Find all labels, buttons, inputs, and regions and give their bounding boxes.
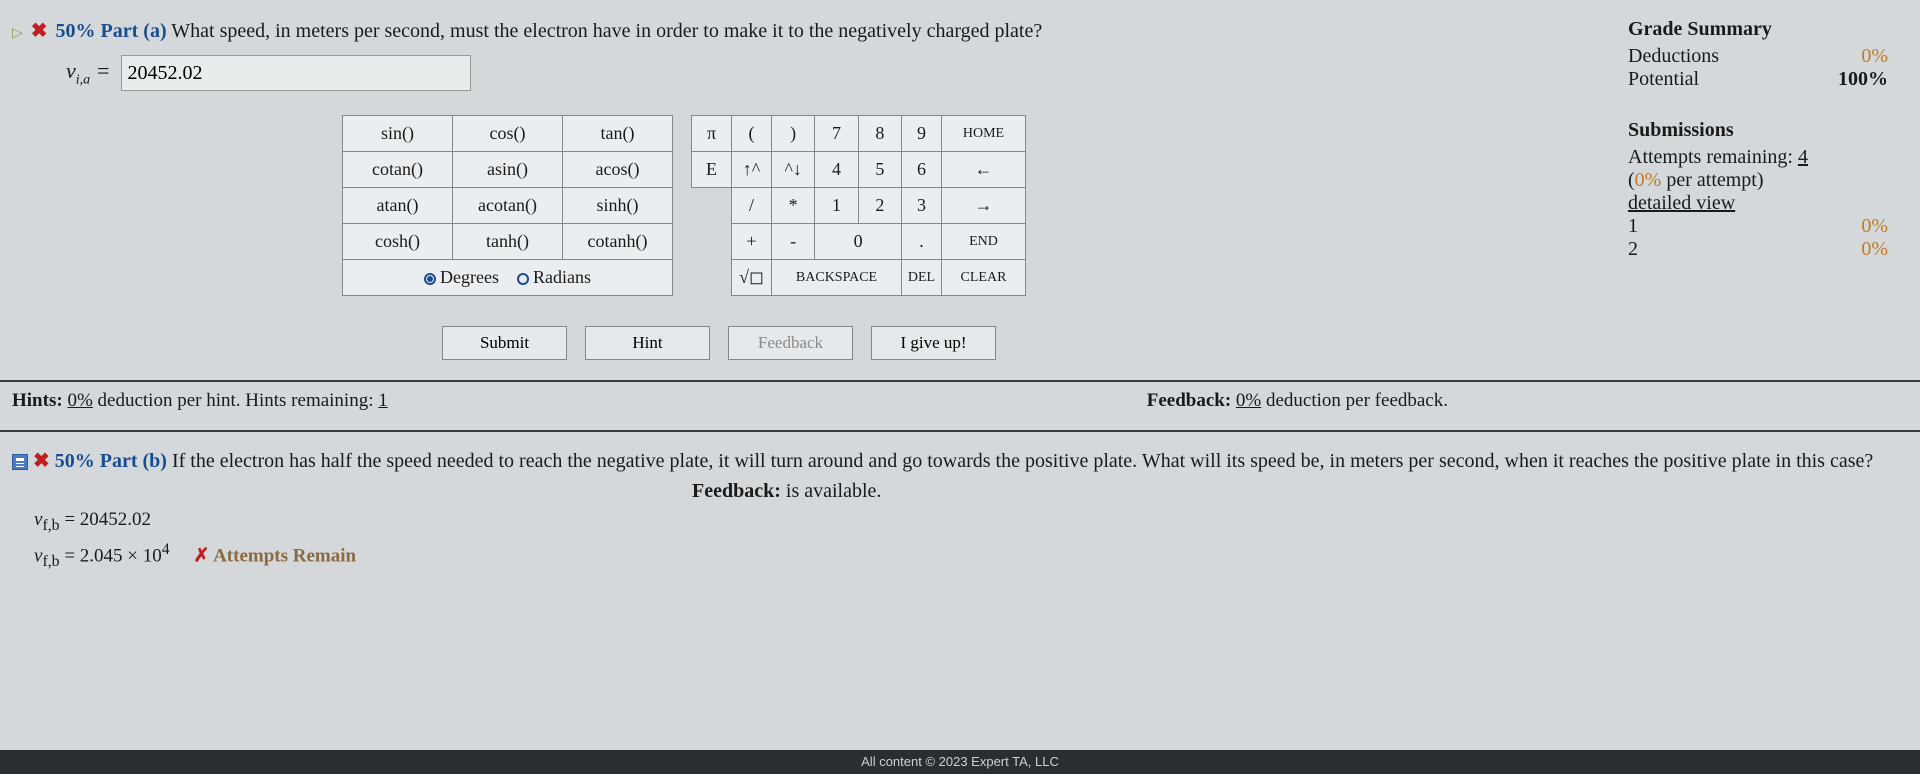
- per-attempt: (0% per attempt): [1628, 169, 1888, 192]
- grade-summary: Grade Summary Deductions 0% Potential 100%: [1628, 18, 1888, 91]
- part-a-header: ▷ ✖ 50% Part (a) What speed, in meters p…: [12, 18, 1628, 43]
- key-clear[interactable]: CLEAR: [942, 260, 1026, 296]
- feedback-available: Feedback: is available.: [692, 476, 881, 506]
- hints-remaining-link[interactable]: 1: [378, 390, 388, 411]
- key-asin[interactable]: asin(): [453, 152, 563, 188]
- deductions-label: Deductions: [1628, 45, 1719, 68]
- footer: All content © 2023 Expert TA, LLC: [0, 750, 1920, 774]
- key-atan[interactable]: atan(): [343, 188, 453, 224]
- key-6[interactable]: 6: [902, 152, 942, 188]
- part-b-question: If the electron has half the speed neede…: [172, 450, 1873, 472]
- key-blank: [692, 224, 732, 260]
- degrees-radio[interactable]: Degrees: [424, 267, 499, 287]
- key-tanh[interactable]: tanh(): [453, 224, 563, 260]
- key-end[interactable]: END: [942, 224, 1026, 260]
- key-pi[interactable]: π: [692, 116, 732, 152]
- vfb-line-2: vf,b = 2.045 × 104 ✗ Attempts Remain: [34, 538, 1908, 574]
- potential-value: 100%: [1838, 68, 1888, 91]
- answer-input[interactable]: [121, 55, 471, 91]
- key-del[interactable]: DEL: [902, 260, 942, 296]
- vfb-line-1: vf,b = 20452.02: [34, 506, 1908, 538]
- key-2[interactable]: 2: [858, 188, 901, 224]
- key-9[interactable]: 9: [902, 116, 942, 152]
- part-a-percent: 50% Part (a): [56, 20, 167, 42]
- submissions-block: Submissions Attempts remaining: 4 (0% pe…: [1628, 119, 1888, 261]
- key-cosh[interactable]: cosh(): [343, 224, 453, 260]
- key-5[interactable]: 5: [858, 152, 901, 188]
- key-left[interactable]: ←: [942, 152, 1026, 188]
- key-right[interactable]: →: [942, 188, 1026, 224]
- key-7[interactable]: 7: [815, 116, 858, 152]
- key-sqrt[interactable]: √◻: [732, 260, 772, 296]
- key-cotanh[interactable]: cotanh(): [563, 224, 673, 260]
- key-div[interactable]: /: [732, 188, 772, 224]
- key-tan[interactable]: tan(): [563, 116, 673, 152]
- angle-mode-row: Degrees Radians: [343, 260, 673, 296]
- key-lparen[interactable]: (: [732, 116, 772, 152]
- attempt-num: 2: [1628, 238, 1638, 261]
- key-3[interactable]: 3: [902, 188, 942, 224]
- attempt-val: 0%: [1861, 215, 1888, 238]
- wrong-icon: ✖: [33, 450, 50, 472]
- attempts-remain-text: Attempts Remain: [209, 545, 356, 566]
- key-cotan[interactable]: cotan(): [343, 152, 453, 188]
- key-sin[interactable]: sin(): [343, 116, 453, 152]
- key-plus[interactable]: +: [732, 224, 772, 260]
- key-acos[interactable]: acos(): [563, 152, 673, 188]
- radians-radio[interactable]: Radians: [517, 267, 591, 287]
- number-keypad: π ( ) 7 8 9 HOME E ↑^ ^↓ 4 5 6: [691, 115, 1026, 296]
- submissions-title: Submissions: [1628, 119, 1888, 142]
- key-minus[interactable]: -: [772, 224, 815, 260]
- attempts-label: Attempts remaining:: [1628, 146, 1793, 168]
- key-4[interactable]: 4: [815, 152, 858, 188]
- potential-label: Potential: [1628, 68, 1699, 91]
- detailed-view-link[interactable]: detailed view: [1628, 192, 1888, 215]
- deductions-value: 0%: [1861, 45, 1888, 68]
- calculator-icon[interactable]: [12, 454, 28, 470]
- part-a-question: What speed, in meters per second, must t…: [171, 20, 1042, 42]
- key-E[interactable]: E: [692, 152, 732, 188]
- x-icon: ✗: [193, 545, 209, 566]
- key-rparen[interactable]: ): [772, 116, 815, 152]
- key-8[interactable]: 8: [858, 116, 901, 152]
- key-sub[interactable]: ^↓: [772, 152, 815, 188]
- attempt-val: 0%: [1861, 238, 1888, 261]
- attempts-remaining[interactable]: 4: [1798, 146, 1808, 168]
- key-sinh[interactable]: sinh(): [563, 188, 673, 224]
- attempt-num: 1: [1628, 215, 1638, 238]
- key-home[interactable]: HOME: [942, 116, 1026, 152]
- part-b-header: ✖ 50% Part (b) If the electron has half …: [12, 446, 1908, 476]
- function-keypad: sin() cos() tan() cotan() asin() acos() …: [342, 115, 673, 296]
- feedback-button[interactable]: Feedback: [728, 326, 853, 360]
- wrong-icon: ✖: [31, 18, 48, 43]
- key-cos[interactable]: cos(): [453, 116, 563, 152]
- key-super[interactable]: ↑^: [732, 152, 772, 188]
- expand-icon[interactable]: ▷: [12, 25, 23, 42]
- key-backspace[interactable]: BACKSPACE: [772, 260, 902, 296]
- key-blank: [692, 188, 732, 224]
- key-blank: [692, 260, 732, 296]
- feedback-line: Feedback: 0% deduction per feedback.: [1147, 390, 1448, 412]
- key-acotan[interactable]: acotan(): [453, 188, 563, 224]
- grade-title: Grade Summary: [1628, 18, 1888, 41]
- hint-button[interactable]: Hint: [585, 326, 710, 360]
- hints-line: Hints: 0% deduction per hint. Hints rema…: [12, 390, 388, 412]
- key-0[interactable]: 0: [815, 224, 902, 260]
- key-mul[interactable]: *: [772, 188, 815, 224]
- submit-button[interactable]: Submit: [442, 326, 567, 360]
- giveup-button[interactable]: I give up!: [871, 326, 996, 360]
- key-dot[interactable]: .: [902, 224, 942, 260]
- key-1[interactable]: 1: [815, 188, 858, 224]
- variable-label: vi,a =: [66, 58, 111, 88]
